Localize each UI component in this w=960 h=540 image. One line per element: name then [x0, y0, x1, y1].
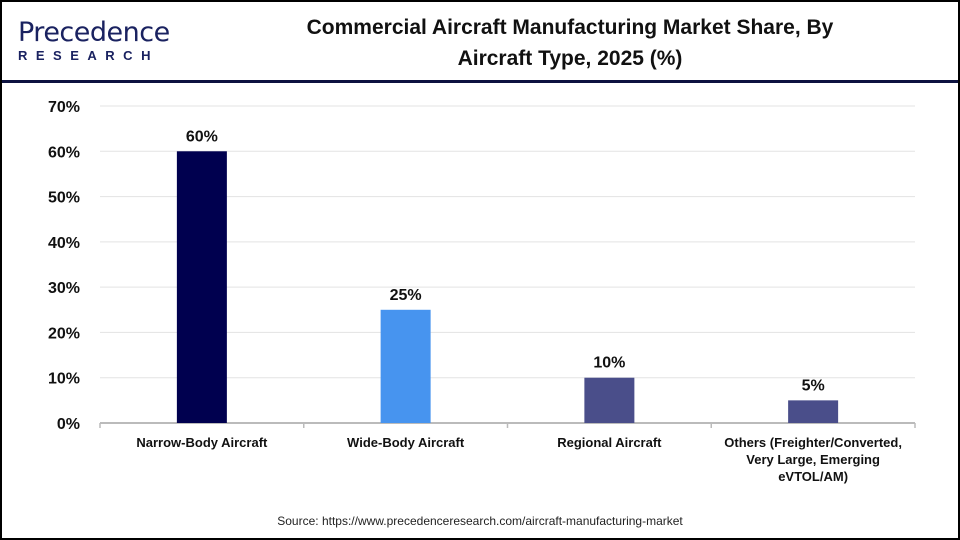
y-tick-label: 60%: [48, 144, 80, 161]
x-category-label: Very Large, Emerging: [746, 452, 880, 467]
chart-title: Commercial Aircraft Manufacturing Market…: [240, 12, 900, 74]
data-label: 5%: [802, 377, 825, 394]
bar: [788, 400, 839, 423]
x-category-label: Regional Aircraft: [557, 435, 662, 450]
data-label: 60%: [186, 128, 218, 145]
y-tick-label: 20%: [48, 325, 80, 342]
title-line-1: Commercial Aircraft Manufacturing Market…: [306, 16, 834, 39]
data-label: 10%: [593, 355, 625, 372]
logo-subtext: RESEARCH: [18, 48, 159, 63]
y-tick-label: 70%: [48, 99, 80, 116]
x-category-label: Others (Freighter/Converted,: [724, 435, 902, 450]
x-category-label: Wide-Body Aircraft: [347, 435, 465, 450]
y-tick-label: 10%: [48, 371, 80, 388]
y-tick-label: 50%: [48, 190, 80, 207]
logo-wordmark: Precedence: [18, 17, 170, 48]
header-divider: [2, 80, 958, 83]
y-tick-label: 0%: [57, 416, 80, 433]
data-label: 25%: [390, 287, 422, 304]
logo: Precedence RESEARCH: [18, 17, 170, 63]
bar: [176, 151, 227, 424]
y-tick-label: 30%: [48, 280, 80, 297]
title-line-2: Aircraft Type, 2025 (%): [457, 47, 683, 70]
y-tick-label: 40%: [48, 235, 80, 252]
source-note: Source: https://www.precedenceresearch.c…: [277, 514, 683, 528]
bar: [380, 309, 431, 423]
x-category-label: eVTOL/AM): [778, 469, 848, 484]
bar: [584, 377, 635, 423]
x-category-label: Narrow-Body Aircraft: [136, 435, 268, 450]
